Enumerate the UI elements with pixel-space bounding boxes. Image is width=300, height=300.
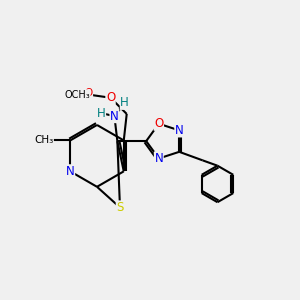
Text: N: N	[154, 152, 163, 165]
Text: S: S	[116, 201, 124, 214]
Text: N: N	[66, 165, 75, 178]
Text: O: O	[154, 117, 164, 130]
Text: OCH₃: OCH₃	[64, 90, 90, 100]
Text: O: O	[84, 88, 93, 98]
Text: O: O	[106, 91, 115, 104]
Text: H: H	[97, 106, 106, 120]
Text: CH₃: CH₃	[34, 135, 53, 146]
Text: H: H	[120, 96, 129, 109]
Text: N: N	[175, 124, 184, 137]
Text: N: N	[110, 110, 119, 123]
Text: methoxy: methoxy	[75, 81, 81, 83]
